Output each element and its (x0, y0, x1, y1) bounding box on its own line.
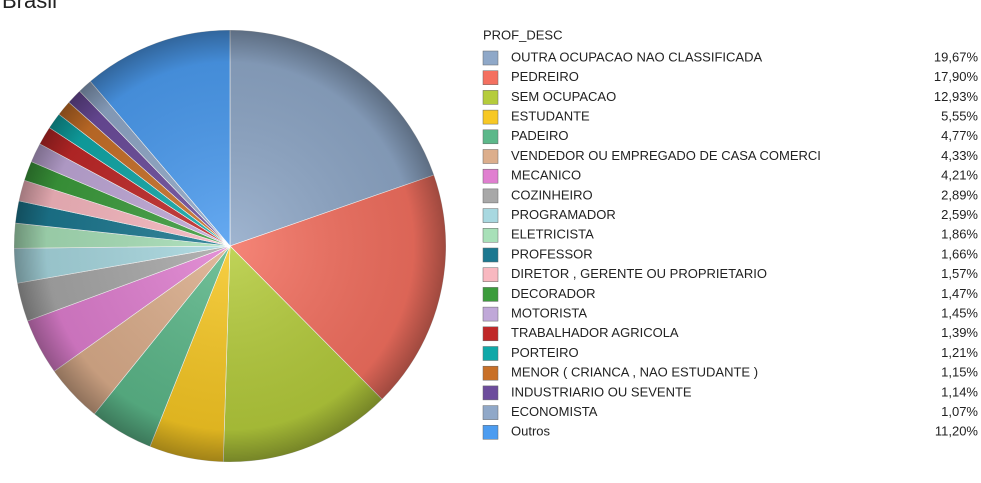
legend-swatch (482, 425, 499, 440)
legend-value: 2,59% (941, 207, 978, 222)
legend-label: ELETRICISTA (511, 227, 594, 242)
legend-label: MECANICO (511, 168, 581, 183)
chart-title: Brasil (2, 0, 57, 13)
legend-value: 11,20% (935, 424, 979, 439)
legend-value: 1,21% (941, 345, 978, 360)
legend-swatch (482, 365, 499, 381)
legend-label: ESTUDANTE (511, 109, 590, 124)
legend-label: PROGRAMADOR (511, 207, 616, 222)
legend-label: ECONOMISTA (511, 404, 598, 419)
legend-swatch (482, 208, 499, 223)
legend-swatch (482, 267, 499, 282)
legend-label: COZINHEIRO (511, 187, 593, 202)
legend-value: 12,93% (934, 89, 979, 104)
legend-value: 1,07% (941, 404, 978, 419)
legend-label: PEDREIRO (511, 69, 579, 84)
legend-swatch (482, 109, 499, 125)
legend-swatch (482, 188, 499, 204)
legend-value: 1,57% (941, 266, 978, 281)
legend-value: 1,47% (941, 286, 978, 301)
legend-swatch (482, 70, 499, 85)
legend-value: 5,55% (941, 109, 978, 124)
legend-swatch (482, 129, 499, 145)
legend-value: 1,14% (941, 384, 978, 399)
legend-value: 1,39% (941, 325, 978, 340)
legend-label: DIRETOR , GERENTE OU PROPRIETARIO (511, 266, 767, 281)
legend-label: Outros (511, 424, 551, 439)
legend-title: PROF_DESC (483, 27, 562, 42)
legend-swatch (482, 247, 499, 263)
legend-swatch (482, 50, 499, 66)
legend-label: DECORADOR (511, 286, 596, 301)
legend-value: 1,86% (941, 227, 978, 242)
legend-swatch (482, 326, 499, 342)
legend-value: 2,89% (941, 187, 978, 202)
legend-swatch (482, 90, 499, 105)
legend-label: VENDEDOR OU EMPREGADO DE CASA COMERCI (511, 148, 821, 163)
legend-label: MENOR ( CRIANCA , NAO ESTUDANTE ) (511, 365, 758, 380)
legend-value: 4,77% (941, 128, 978, 143)
legend-label: SEM OCUPACAO (511, 89, 616, 104)
legend-swatch (482, 228, 499, 243)
legend-label: PORTEIRO (511, 345, 579, 360)
legend-value: 4,21% (941, 168, 978, 183)
legend-swatch (482, 149, 499, 164)
legend-label: PADEIRO (511, 128, 569, 143)
legend-swatch (482, 306, 499, 322)
legend-label: MOTORISTA (511, 306, 587, 321)
legend-value: 1,66% (941, 246, 978, 261)
legend-value: 1,45% (941, 306, 978, 321)
legend-swatch (482, 168, 499, 184)
legend-swatch (482, 287, 499, 302)
legend-swatch (482, 385, 499, 401)
legend-value: 17,90% (934, 69, 979, 84)
legend-value: 1,15% (941, 365, 978, 380)
legend-swatch (482, 346, 499, 361)
legend-label: PROFESSOR (511, 246, 593, 261)
legend-value: 19,67% (934, 49, 979, 64)
legend-swatch (482, 405, 499, 420)
legend-label: TRABALHADOR AGRICOLA (511, 325, 679, 340)
legend-label: OUTRA OCUPACAO NAO CLASSIFICADA (511, 49, 762, 64)
legend-label: INDUSTRIARIO OU SEVENTE (511, 384, 692, 399)
legend-value: 4,33% (941, 148, 978, 163)
